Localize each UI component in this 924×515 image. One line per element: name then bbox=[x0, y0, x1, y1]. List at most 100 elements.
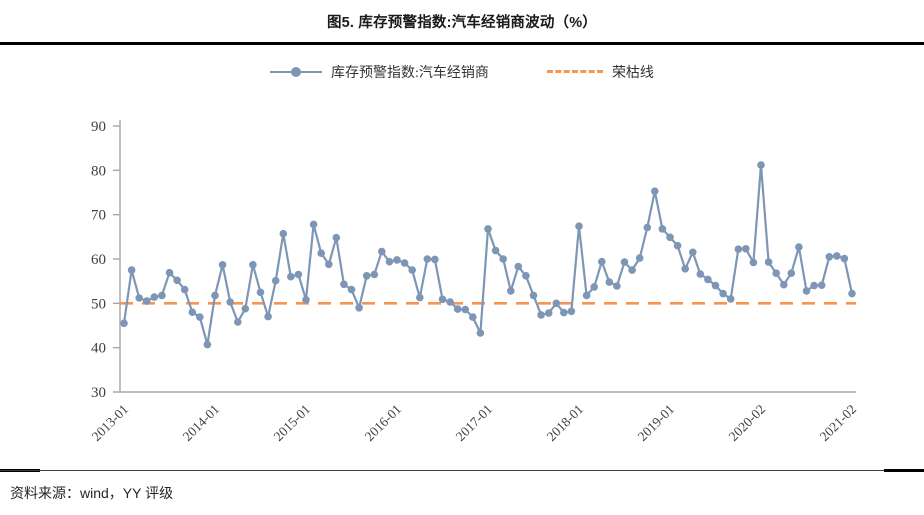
data-point bbox=[666, 233, 674, 242]
y-tick-label: 60 bbox=[91, 252, 106, 268]
footer-rule-line bbox=[0, 470, 924, 471]
y-tick-label: 40 bbox=[91, 341, 106, 357]
data-point bbox=[385, 257, 394, 266]
x-tick-label: 2017-01 bbox=[453, 402, 495, 444]
data-point bbox=[150, 293, 159, 301]
data-point bbox=[196, 313, 204, 321]
data-point bbox=[135, 294, 143, 302]
data-point bbox=[446, 298, 454, 306]
data-point bbox=[598, 257, 606, 266]
data-point bbox=[529, 291, 538, 300]
data-point bbox=[719, 289, 727, 298]
legend-series-label: 库存预警指数:汽车经销商 bbox=[331, 65, 489, 81]
data-point bbox=[643, 223, 652, 232]
data-point bbox=[787, 269, 796, 277]
y-tick-label: 90 bbox=[91, 119, 106, 135]
data-point bbox=[780, 280, 788, 289]
data-point bbox=[370, 270, 379, 279]
x-tick-label: 2013-01 bbox=[89, 402, 131, 444]
data-point bbox=[287, 272, 295, 281]
data-point bbox=[605, 278, 614, 286]
data-point bbox=[764, 258, 773, 266]
data-point bbox=[689, 248, 697, 257]
data-point bbox=[120, 319, 128, 328]
data-point bbox=[188, 308, 197, 316]
source-note: 资料来源：wind，YY 评级 bbox=[10, 485, 174, 501]
chart-area: 30 40 50 60 70 80 90 2013-01 2014-01 2015-01 2016-… bbox=[0, 96, 924, 468]
x-tick-label: 2014-01 bbox=[180, 402, 222, 444]
data-point bbox=[302, 296, 310, 304]
data-point bbox=[218, 261, 227, 269]
data-point bbox=[833, 252, 841, 260]
line-marker-legend-icon bbox=[270, 66, 323, 77]
data-point bbox=[362, 272, 371, 280]
data-point bbox=[825, 253, 834, 261]
data-point bbox=[742, 245, 750, 253]
data-point bbox=[514, 262, 523, 271]
data-point bbox=[317, 249, 326, 257]
data-point bbox=[628, 266, 636, 274]
data-point bbox=[575, 222, 583, 230]
data-point bbox=[772, 269, 780, 277]
data-point bbox=[749, 258, 758, 267]
data-point bbox=[400, 259, 409, 267]
y-axis: 30 40 50 60 70 80 90 bbox=[91, 119, 121, 401]
data-point bbox=[582, 291, 591, 300]
line-chart-canvas: 30 40 50 60 70 80 90 2013-01 2014-01 2015-01 2016-… bbox=[89, 119, 859, 444]
data-point bbox=[347, 285, 356, 294]
data-point bbox=[416, 293, 424, 302]
data-point bbox=[560, 308, 568, 317]
data-point bbox=[499, 255, 508, 263]
data-point bbox=[507, 287, 515, 295]
data-point bbox=[264, 312, 272, 321]
x-tick-label: 2019-01 bbox=[635, 402, 677, 444]
data-point bbox=[143, 297, 151, 305]
series-markers bbox=[120, 161, 856, 349]
chart-title: 图5. 库存预警指数:汽车经销商波动（%） bbox=[326, 15, 598, 31]
series-line bbox=[122, 163, 854, 346]
data-point bbox=[325, 260, 333, 269]
data-point bbox=[271, 276, 280, 285]
y-tick-label: 70 bbox=[91, 208, 106, 224]
data-point bbox=[848, 289, 856, 298]
data-point bbox=[431, 255, 439, 264]
data-point bbox=[726, 295, 735, 303]
data-point bbox=[544, 309, 553, 317]
x-tick-label: 2020-02 bbox=[726, 402, 768, 444]
data-point bbox=[537, 311, 545, 319]
data-point bbox=[408, 266, 417, 274]
data-point bbox=[840, 254, 849, 263]
chart-legend: 库存预警指数:汽车经销商 荣枯线 bbox=[0, 61, 924, 83]
x-tick-label: 2021-02 bbox=[817, 402, 859, 444]
data-point bbox=[484, 225, 492, 233]
y-tick-label: 80 bbox=[91, 163, 106, 179]
data-point bbox=[681, 265, 689, 273]
data-point bbox=[173, 276, 181, 285]
data-point bbox=[211, 291, 219, 300]
data-point bbox=[711, 281, 720, 290]
data-point bbox=[673, 241, 682, 250]
x-tick-label: 2018-01 bbox=[544, 402, 586, 444]
x-axis: 2013-01 2014-01 2015-01 2016-01 2017-01 2018-… bbox=[89, 391, 859, 444]
data-point bbox=[249, 261, 257, 269]
title-divider-rule bbox=[0, 42, 924, 45]
legend-item-threshold: 荣枯线 bbox=[546, 62, 654, 82]
data-point bbox=[279, 229, 288, 238]
data-point bbox=[567, 307, 576, 316]
data-point bbox=[332, 233, 341, 242]
data-point bbox=[651, 187, 659, 195]
data-point bbox=[635, 254, 644, 262]
data-point bbox=[704, 275, 712, 284]
data-point bbox=[757, 161, 765, 169]
data-point bbox=[795, 243, 803, 251]
data-point bbox=[658, 225, 667, 233]
legend-threshold-label: 荣枯线 bbox=[611, 65, 654, 81]
x-tick-label: 2016-01 bbox=[362, 402, 404, 444]
data-point bbox=[165, 268, 174, 277]
data-point bbox=[461, 305, 470, 314]
data-point bbox=[802, 287, 811, 295]
data-point bbox=[226, 298, 234, 306]
data-point bbox=[620, 258, 629, 266]
data-point bbox=[256, 288, 265, 297]
